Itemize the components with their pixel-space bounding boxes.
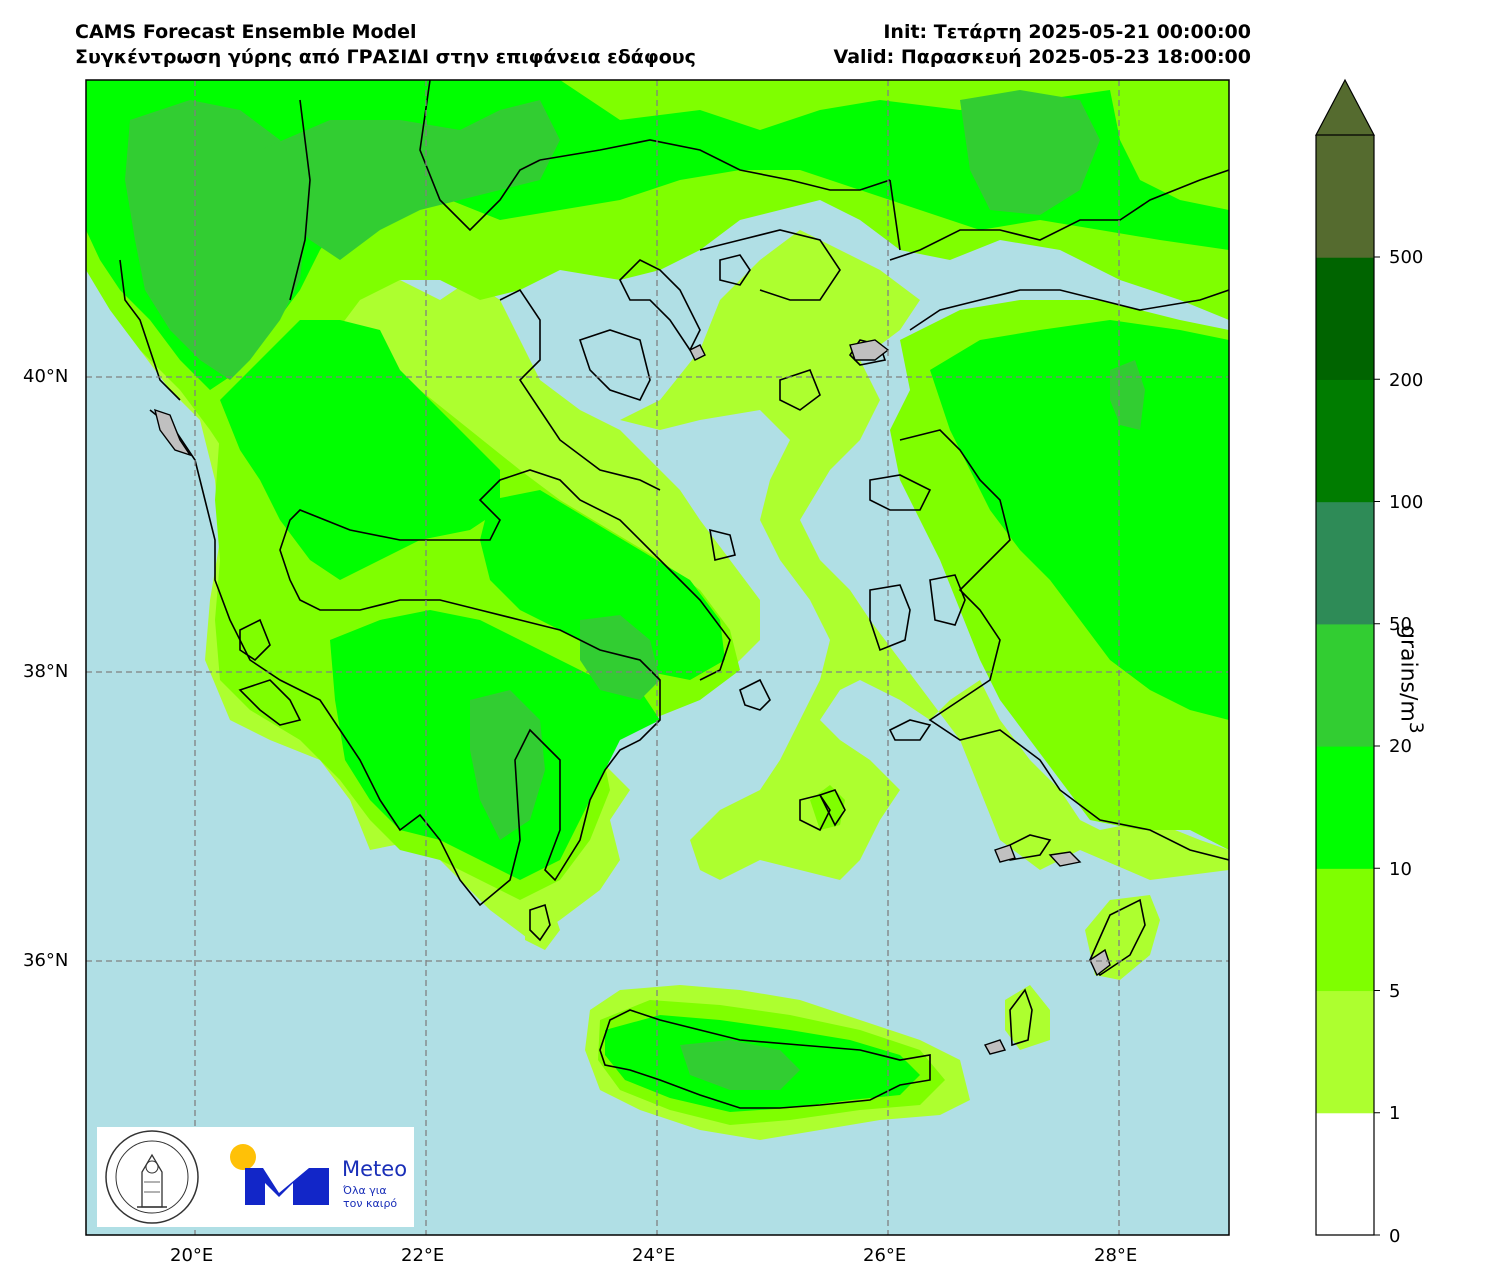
x-tick-24E: 24°E [632,1245,676,1266]
land-kythira [525,900,560,950]
colorbar-unit: grains/m [1395,625,1421,722]
y-tick-36N: 36°N [23,950,69,971]
band-10-20-anatolia [930,320,1229,720]
band-20-50-north [260,100,560,260]
colorbar-segment [1316,623,1374,747]
band-20-50-sterea [580,615,660,700]
colorbar-segment [1316,1112,1374,1236]
band-20-50-albania [125,100,305,380]
cb-tick-0: 0 [1389,1226,1401,1247]
colorbar-segment [1316,990,1374,1114]
logo-panel: Meteo Όλα για τον καιρό [97,1127,414,1227]
cb-tick-500: 500 [1389,247,1424,268]
colorbar-segment [1316,501,1374,625]
y-tick-40N: 40°N [23,366,69,387]
cb-tick-5: 5 [1389,981,1401,1002]
cb-tick-1: 1 [1389,1103,1401,1124]
cb-tick-10: 10 [1389,859,1412,880]
cb-tick-200: 200 [1389,370,1424,391]
model-title: CAMS Forecast Ensemble Model [75,21,417,43]
colorbar-segment [1316,379,1374,503]
meteo-tagline-line1: Όλα για [343,1184,387,1197]
x-tick-22E: 22°E [401,1245,445,1266]
valid-time: Valid: Παρασκευή 2025-05-23 18:00:00 [833,46,1251,68]
cb-tick-20: 20 [1389,736,1412,757]
band-20-50-crete [680,1040,800,1090]
meteo-tagline: Όλα για τον καιρό [343,1184,397,1210]
colorbar-segment [1316,868,1374,992]
meteo-tagline-line2: τον καιρό [343,1197,398,1210]
gridlines [86,80,1229,1235]
map-area [86,80,1229,1235]
cb-tick-100: 100 [1389,492,1424,513]
colorbar-segment [1316,257,1374,380]
band-10-20-greece-west [220,320,500,580]
init-time: Init: Τετάρτη 2025-05-21 00:00:00 [883,21,1251,43]
observatory-seal-icon [105,1130,199,1224]
x-tick-20E: 20°E [170,1245,214,1266]
band-20-50-peloponnese [470,690,545,840]
meteo-name: Meteo [342,1157,408,1181]
cb-tick-50: 50 [1389,614,1412,635]
y-tick-38N: 38°N [23,661,69,682]
title-right: Init: Τετάρτη 2025-05-21 00:00:00 Valid:… [834,20,1251,70]
variable-title: Συγκέντρωση γύρης από ΓΡΑΣΙΔΙ στην επιφά… [75,46,696,68]
band-10-20-sterea [480,490,725,680]
colorbar-segment [1316,135,1374,258]
colorbar-title: grains/m3 [1396,625,1426,734]
colorbar-frame [1315,135,1375,1236]
map-frame [85,79,1230,1236]
meteo-logo-icon [230,1144,329,1205]
colorbar-unit-exponent: 3 [1405,721,1426,734]
band-20-50-thrace [960,90,1100,215]
x-tick-26E: 26°E [863,1245,907,1266]
title-left: CAMS Forecast Ensemble Model Συγκέντρωση… [75,20,696,70]
colorbar-extend-arrow [1315,78,1375,136]
lakes [154,339,1111,1055]
colorbar [1315,78,1380,1236]
colorbar-segment [1316,746,1374,869]
coastlines [119,80,1229,1109]
x-tick-28E: 28°E [1094,1245,1138,1266]
